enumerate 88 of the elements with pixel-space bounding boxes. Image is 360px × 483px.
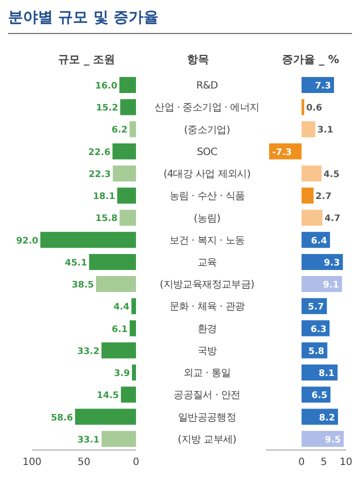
data-label: 9.3	[324, 258, 340, 268]
data-label: 5.8	[308, 346, 324, 357]
y-tick-label: SOC	[196, 146, 218, 158]
bar	[120, 386, 136, 403]
bar	[130, 121, 136, 138]
bar	[302, 254, 343, 270]
y-tick-label: 일반공공행정	[178, 412, 236, 424]
y-tick-label: 보건 · 복지 · 노동	[169, 235, 246, 246]
bar	[302, 364, 338, 381]
chart-subtitle: 증가율 _ %	[282, 52, 340, 67]
bar	[96, 276, 136, 292]
data-label: 22.3	[88, 170, 111, 180]
data-label: 45.1	[64, 258, 88, 268]
x-tick-label: 0	[298, 457, 305, 468]
y-tick-label: (지방 교부세)	[178, 434, 237, 446]
y-tick-label: 공공질서 · 안전	[174, 390, 240, 402]
data-label: 3.1	[317, 126, 334, 136]
bar	[40, 232, 136, 248]
data-label: 4.5	[324, 170, 340, 180]
y-tick-label: (농림)	[194, 213, 221, 224]
y-tick-label: 문화 · 체육 · 관광	[169, 302, 246, 313]
data-label: 4.4	[113, 302, 130, 313]
data-label: 3.9	[114, 369, 130, 380]
chart-subtitle: 규모 _ 조원	[58, 52, 116, 67]
bar	[302, 430, 344, 447]
bar	[101, 342, 136, 358]
bar	[302, 276, 342, 292]
data-label: 8.1	[318, 369, 335, 380]
data-label: 16.0	[95, 82, 118, 92]
data-label: 38.5	[72, 280, 94, 291]
bar	[89, 254, 136, 270]
bar	[302, 99, 304, 116]
data-label: 6.4	[311, 236, 327, 246]
y-axis-title: 항목	[187, 52, 209, 67]
x-tick-label: 100	[22, 457, 42, 468]
y-tick-label: 외교 · 통일	[183, 368, 231, 380]
y-tick-label: 국방	[197, 346, 217, 357]
data-label: 92.0	[16, 236, 38, 246]
data-label: 6.5	[311, 391, 328, 402]
chart-title: 분야별 규모 및 증가율	[8, 8, 352, 34]
y-tick-label: (4대강 사업 제외시)	[164, 169, 251, 180]
data-label: 6.2	[112, 126, 128, 136]
data-label: 15.2	[96, 104, 118, 114]
bar	[302, 77, 334, 93]
data-label: 33.2	[77, 346, 100, 357]
data-label: 2.7	[316, 192, 332, 202]
x-tick-label: 0	[132, 457, 140, 468]
y-tick-label: 산업 · 중소기업 · 에너지	[154, 102, 260, 114]
bar	[302, 121, 316, 138]
bar	[302, 165, 322, 182]
y-tick-label: 환경	[197, 324, 217, 335]
data-label: 0.6	[306, 104, 322, 114]
bar	[302, 210, 322, 226]
y-tick-label: (중소기업)	[184, 124, 230, 136]
bar	[120, 99, 136, 116]
data-label: 4.7	[324, 214, 340, 224]
data-label: 9.1	[323, 280, 339, 291]
data-label: 8.2	[319, 413, 335, 424]
data-label: 22.6	[88, 148, 110, 158]
data-label: 18.1	[92, 192, 116, 202]
y-tick-label: 교육	[197, 258, 217, 268]
bar	[112, 143, 136, 160]
bar	[120, 210, 136, 226]
bar	[117, 188, 136, 204]
data-label: 14.5	[96, 391, 119, 402]
bar	[102, 430, 136, 447]
y-tick-label: R&D	[196, 80, 218, 92]
y-tick-label: (지방교육재정교부금)	[160, 280, 255, 291]
data-label: 58.6	[50, 413, 74, 424]
x-tick-label: 10	[340, 457, 352, 468]
data-label: 7.3	[315, 82, 331, 92]
data-label: 15.8	[95, 214, 118, 224]
bar	[131, 298, 136, 314]
x-tick-label: 5	[320, 457, 327, 468]
y-tick-label: 농림 · 수산 · 식품	[169, 191, 246, 202]
bar	[75, 408, 136, 425]
data-label: 5.7	[308, 302, 324, 313]
bar	[132, 364, 136, 381]
data-label: 6.1	[112, 324, 128, 335]
x-tick-label: 50	[78, 457, 90, 468]
data-label: 33.1	[77, 435, 100, 446]
bar	[119, 77, 136, 93]
data-label: 6.3	[310, 324, 327, 335]
data-label: 9.5	[324, 435, 341, 446]
bar	[130, 320, 136, 336]
bar	[112, 165, 136, 182]
data-label: -7.3	[272, 148, 292, 158]
bar	[302, 188, 314, 204]
